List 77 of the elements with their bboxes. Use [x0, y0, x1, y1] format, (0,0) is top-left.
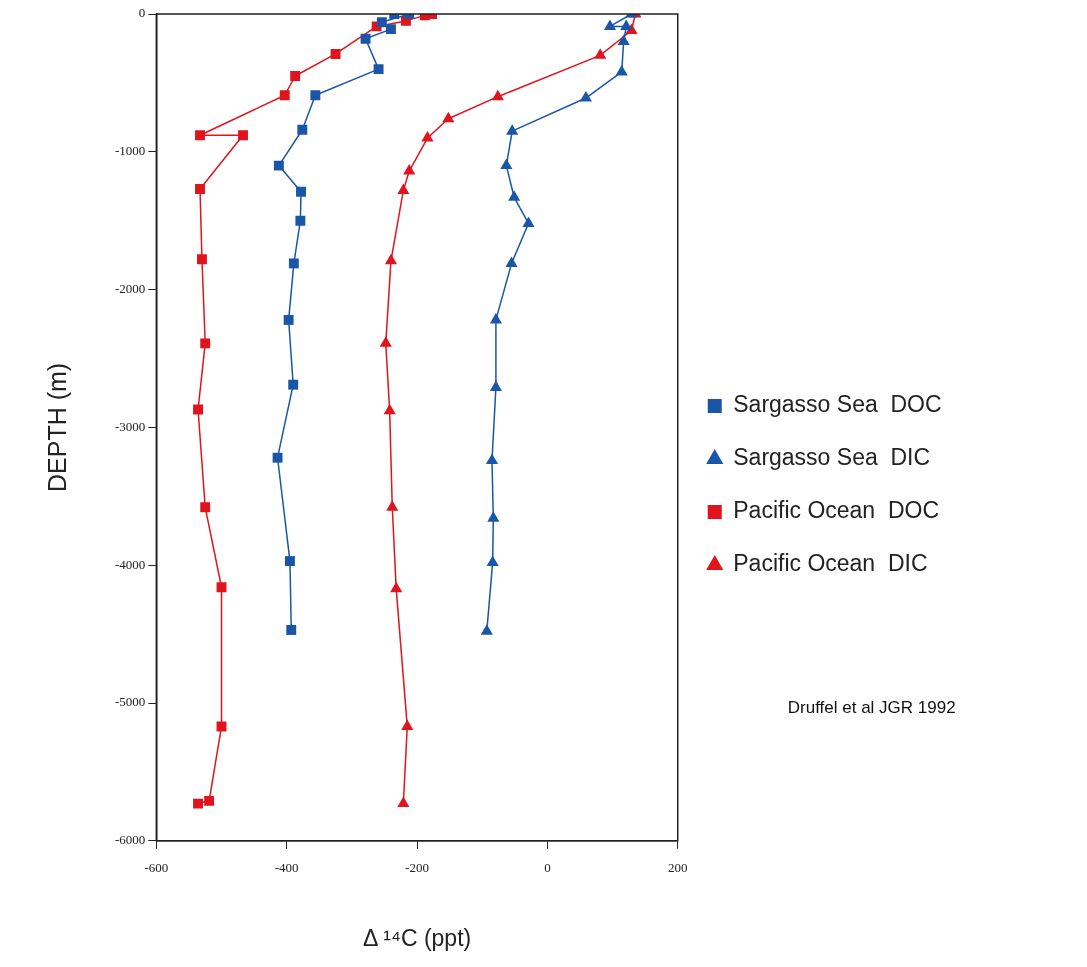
point	[486, 555, 499, 566]
point	[204, 795, 215, 806]
y-tick-label: -2000	[114, 281, 146, 297]
y-tick-label: -4000	[114, 556, 146, 572]
point	[487, 511, 500, 522]
y-tick-label: -5000	[114, 694, 146, 710]
point	[579, 91, 592, 102]
point	[216, 721, 227, 732]
point	[403, 164, 416, 175]
point	[197, 254, 207, 265]
x-tick-label: -200	[405, 860, 429, 876]
x-tick-label: -400	[274, 860, 299, 876]
point	[505, 256, 518, 267]
point	[286, 625, 297, 635]
x-tick-label: 200	[668, 860, 688, 876]
legend-label: Sargasso Sea DOC	[733, 391, 942, 418]
point	[489, 380, 502, 391]
point	[193, 404, 203, 415]
point	[485, 453, 499, 464]
legend-label: Pacific Ocean DIC	[733, 550, 928, 577]
point	[200, 502, 211, 513]
point	[386, 24, 396, 35]
point	[238, 130, 248, 141]
point	[290, 71, 301, 81]
point	[594, 48, 607, 59]
x-tick-label: 0	[544, 860, 551, 876]
point	[397, 796, 410, 808]
point	[360, 33, 371, 44]
point	[500, 158, 513, 170]
point	[491, 89, 504, 101]
point	[310, 90, 321, 101]
legend-label: Pacific Ocean DOC	[733, 497, 940, 524]
y-tick-label: -1000	[114, 143, 146, 159]
point	[442, 111, 455, 123]
point	[383, 403, 396, 415]
point	[379, 336, 392, 347]
point	[288, 379, 299, 390]
y-tick-label: -3000	[114, 418, 146, 434]
x-tick-label: -600	[144, 860, 169, 876]
point	[489, 312, 502, 324]
point	[195, 184, 205, 194]
point	[390, 581, 403, 593]
y-axis-title: DEPTH (m)	[42, 362, 71, 492]
point	[273, 160, 284, 171]
point	[330, 49, 341, 59]
point	[508, 190, 521, 201]
point	[480, 624, 493, 635]
point	[283, 314, 294, 325]
point	[216, 582, 227, 593]
point	[272, 452, 283, 463]
point	[401, 719, 414, 730]
point	[522, 216, 535, 227]
y-tick-label: -6000	[114, 832, 146, 848]
point	[373, 64, 384, 75]
text: Druffel et al JGR 1992	[787, 698, 956, 718]
point	[506, 124, 519, 135]
legend-label: Sargasso Sea DIC	[733, 444, 931, 471]
point	[615, 64, 628, 76]
point	[603, 19, 617, 30]
point	[296, 186, 306, 197]
point	[284, 556, 295, 567]
x-axis-title: Δ ¹⁴C (ppt)	[362, 924, 472, 951]
point	[193, 798, 203, 809]
point	[397, 183, 410, 194]
point	[386, 500, 399, 511]
point	[200, 338, 211, 349]
point	[195, 130, 205, 141]
point	[384, 253, 398, 265]
point	[297, 124, 308, 135]
point	[295, 215, 306, 226]
point	[288, 258, 299, 269]
point	[279, 90, 290, 101]
point	[421, 131, 434, 142]
y-tick-label: 0	[138, 5, 146, 21]
point	[620, 19, 633, 30]
point	[617, 34, 630, 46]
point	[376, 17, 387, 28]
